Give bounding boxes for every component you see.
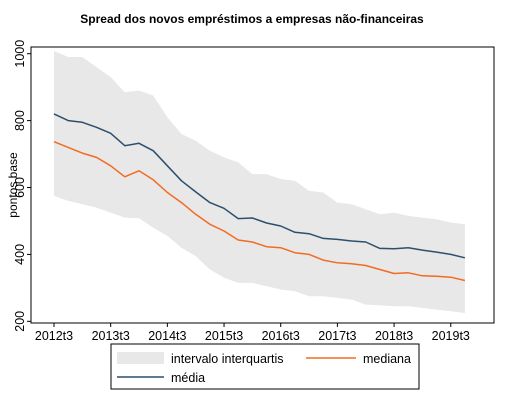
x-tick-label: 2018t3 bbox=[375, 329, 413, 343]
series-lines-layer bbox=[53, 113, 466, 282]
interquartile-band bbox=[54, 51, 465, 313]
legend-label-media: média bbox=[171, 371, 205, 385]
interquartile-band-layer bbox=[54, 51, 465, 313]
x-tick-label: 2015t3 bbox=[205, 329, 243, 343]
mediana-line bbox=[53, 141, 466, 282]
y-tick-label: 600 bbox=[13, 177, 27, 198]
legend-box bbox=[110, 343, 420, 390]
x-axis: 2012t3 2013t3 2014t3 2015t3 2016t3 2017t3 2018… bbox=[35, 323, 470, 343]
y-tick-label: 1000 bbox=[13, 40, 27, 68]
legend-swatch-band bbox=[117, 352, 164, 364]
x-tick-label: 2016t3 bbox=[262, 329, 300, 343]
y-tick-label: 800 bbox=[13, 110, 27, 131]
y-tick-label: 200 bbox=[13, 311, 27, 332]
x-tick-label: 2019t3 bbox=[432, 329, 470, 343]
x-tick-label: 2014t3 bbox=[148, 329, 186, 343]
chart-title: Spread dos novos empréstimos a empresas … bbox=[80, 12, 424, 26]
x-tick-label: 2012t3 bbox=[35, 329, 73, 343]
y-axis-label: pontos base bbox=[6, 152, 20, 218]
legend-label-band: intervalo interquartis bbox=[171, 352, 284, 366]
y-axis: 200 400 600 800 1000 bbox=[13, 40, 31, 332]
y-tick-label: 400 bbox=[13, 244, 27, 265]
media-line bbox=[53, 113, 466, 259]
x-tick-label: 2013t3 bbox=[92, 329, 130, 343]
legend-label-mediana: mediana bbox=[363, 352, 411, 366]
x-tick-label: 2017t3 bbox=[318, 329, 356, 343]
legend: intervalo interquartis mediana média bbox=[110, 343, 420, 390]
